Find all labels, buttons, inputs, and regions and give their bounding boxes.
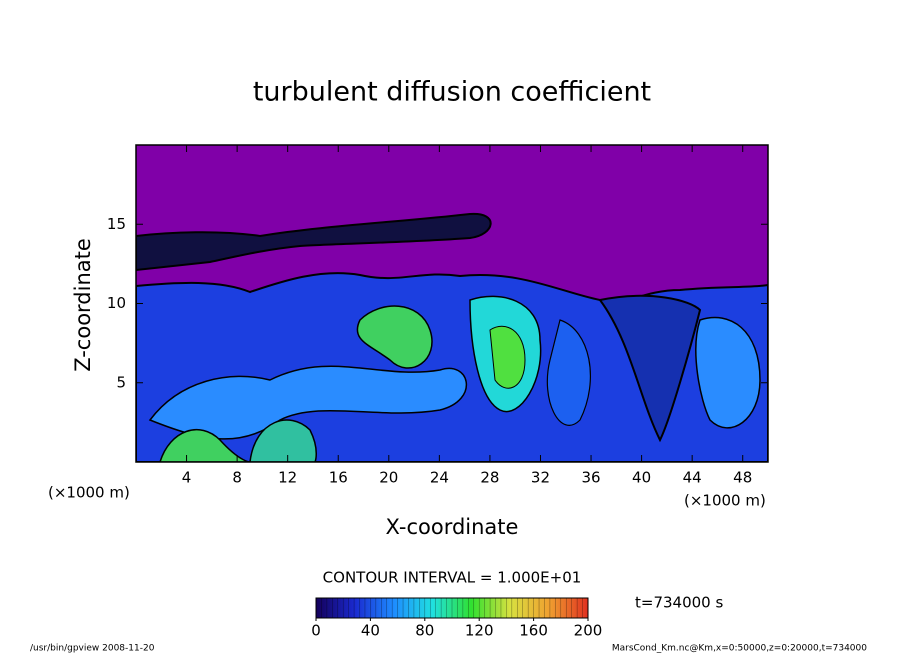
x-tick-label: 36	[581, 469, 600, 487]
y-axis-label: Z-coordinate	[71, 238, 95, 372]
field-region	[598, 294, 702, 443]
contour-field	[136, 145, 768, 462]
x-tick-label: 8	[232, 469, 242, 487]
field-region	[546, 319, 591, 426]
colorbar-tick-label: 80	[415, 622, 434, 640]
colorbar-tick-label: 120	[465, 622, 494, 640]
x-unit: (×1000 m)	[48, 484, 130, 502]
x-tick-label: 4	[182, 469, 192, 487]
field-region	[489, 325, 526, 389]
colorbar-tick-label: 160	[519, 622, 548, 640]
colorbar-tick-label: 0	[311, 622, 321, 640]
field-region	[356, 305, 433, 369]
y-tick-label: 15	[107, 215, 126, 233]
field-region	[695, 316, 761, 429]
field-region	[249, 419, 317, 462]
field-layer	[136, 212, 492, 272]
x-tick-label: 20	[379, 469, 398, 487]
colorbar-tick-label: 200	[574, 622, 603, 640]
contour-interval: CONTOUR INTERVAL = 1.000E+01	[323, 569, 582, 587]
footer-left: /usr/bin/gpview 2008-11-20	[30, 644, 155, 654]
x-tick-label: 28	[480, 469, 499, 487]
colorbar-tick-label: 40	[361, 622, 380, 640]
y-tick-label: 5	[116, 373, 126, 391]
y-unit: (×1000 m)	[684, 492, 766, 510]
x-tick-label: 24	[430, 469, 449, 487]
x-tick-label: 32	[531, 469, 550, 487]
x-tick-label: 48	[733, 469, 752, 487]
x-tick-label: 44	[683, 469, 702, 487]
x-tick-label: 12	[278, 469, 297, 487]
y-tick-label: 10	[107, 294, 126, 312]
time-label: t=734000 s	[635, 594, 723, 612]
chart-title: turbulent diffusion coefficient	[253, 77, 651, 108]
x-tick-label: 16	[329, 469, 348, 487]
x-tick-label: 40	[632, 469, 651, 487]
footer-right: MarsCond_Km.nc@Km,x=0:50000,z=0:20000,t=…	[612, 644, 867, 654]
x-axis-label: X-coordinate	[386, 515, 519, 539]
